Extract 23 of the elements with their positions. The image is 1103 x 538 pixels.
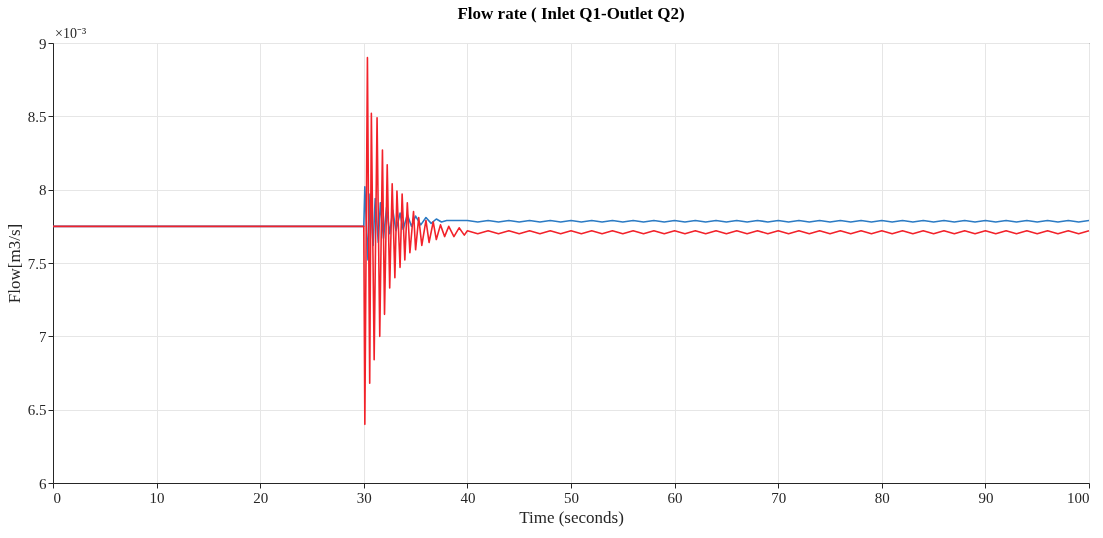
x-tick-label: 0 — [53, 489, 61, 506]
y-tick-label: 7.5 — [27, 255, 47, 272]
x-tick-label: 80 — [874, 489, 890, 506]
y-tick-label: 6 — [39, 475, 47, 492]
y-tick-label: 7 — [39, 328, 47, 345]
y-tick-label: 8 — [39, 182, 47, 199]
line-series — [52, 56, 1090, 426]
x-tick-label: 70 — [771, 489, 787, 506]
x-tick-label: 40 — [460, 489, 476, 506]
x-tick-label: 50 — [564, 489, 579, 506]
x-axis-title: Time (seconds) — [519, 507, 624, 527]
y-tick-label: 9 — [39, 35, 47, 52]
x-tick-label: 100 — [1067, 489, 1090, 506]
x-tick-label: 60 — [667, 489, 683, 506]
y-axis-title: Flow[m3/s] — [4, 223, 24, 304]
x-tick-label: 30 — [356, 489, 372, 506]
x-tick-label: 10 — [149, 489, 165, 506]
x-tick-label: 20 — [253, 489, 269, 506]
y-tick-label: 6.5 — [27, 402, 47, 419]
chart-title: Flow rate ( Inlet Q1-Outlet Q2) — [457, 4, 685, 23]
y-tick-label: 8.5 — [27, 108, 47, 125]
text: ×10⁻³ — [55, 26, 87, 41]
x-tick-label: 90 — [978, 489, 994, 506]
